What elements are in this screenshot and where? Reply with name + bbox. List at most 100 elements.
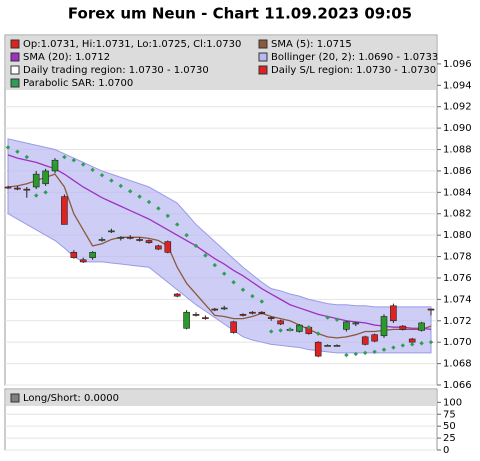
legend-swatch [258,52,268,62]
candle-body [408,338,416,343]
candle-body [32,173,40,188]
sar-dot [381,347,387,352]
candle-body [192,314,200,316]
legend-label: Op:1.0731, Hi:1.0731, Lo:1.0725, Cl:1.07… [23,39,241,50]
candle-body [380,316,388,337]
candle-body [173,293,181,297]
legend-swatch [10,393,20,403]
sar-dot [24,154,29,160]
legend-label: SMA (5): 1.0715 [271,39,352,50]
y-tick-label: 1.086 [443,166,472,177]
sar-dot [334,317,340,322]
candle-body [220,307,228,310]
sar-dot [231,280,236,285]
sar-dot [165,213,170,219]
candle-body [352,322,360,325]
candle-body [211,308,219,311]
y-tick-label: 1.066 [443,380,472,391]
sar-dot [118,183,123,189]
chart-title: Forex um Neun - Chart 11.09.2023 09:05 [68,5,412,23]
candle-body [258,311,266,314]
legend-label: Daily trading region: 1.0730 - 1.0730 [23,65,209,76]
legend-swatch [10,78,20,88]
y-tick-label: 1.094 [443,80,472,91]
sar-dot [109,178,114,183]
sar-dot [363,350,368,356]
sar-dot [306,325,311,330]
y-tick-label: 100 [443,397,462,408]
sar-dot [99,173,105,178]
y-tick-label: 1.076 [443,273,472,284]
y-tick-label: 50 [443,421,456,432]
candle-body [108,230,115,233]
sar-dot [203,253,208,258]
legend-label: SMA (20): 1.0712 [23,52,110,63]
sar-dot [71,158,76,163]
y-tick-label: 1.092 [443,102,472,113]
candle-body [343,321,350,330]
sar-dot [137,194,142,199]
candle-body [79,259,87,263]
candle-body [427,308,435,311]
candle-body [371,334,378,342]
candle-body [239,314,247,316]
legend-box [6,36,436,90]
sar-dot [52,160,58,165]
legend-box [6,390,436,406]
line [7,173,432,339]
candle-body [230,321,237,333]
candle-body [324,345,331,347]
line [7,154,432,330]
legend-swatch [10,65,20,75]
sar-dot [325,315,330,320]
sar-dot [81,162,86,167]
y-tick-label: 1.090 [443,123,472,134]
sar-dot [419,341,424,346]
plot-layer [4,138,435,358]
candle-body [418,322,425,331]
sar-dot [34,193,39,198]
sar-dot [372,349,377,355]
sar-dot [344,352,349,358]
candle-body [61,196,68,225]
candle-body [155,245,162,250]
y-tick-label: 1.084 [443,187,472,198]
sar-dot [62,154,67,160]
sar-dot [193,243,199,249]
y-tick-label: 1.074 [443,294,472,305]
candle-body [277,320,284,325]
candle-body [136,239,143,241]
bollinger-band [7,138,432,354]
sar-dot [259,299,264,304]
candle-body [14,187,21,190]
candle-body [117,236,125,239]
legend-label: Long/Short: 0.0000 [23,393,119,404]
candle-body [126,236,134,239]
y-tick-label: 25 [443,433,456,444]
sar-dot [222,271,227,276]
candle-body [202,317,209,319]
sar-dot [240,287,246,292]
y-tick-label: 1.068 [443,359,472,370]
candle-body [164,241,172,253]
candle-body [70,251,78,258]
sar-dot [90,167,95,173]
legend-swatch [258,65,268,75]
y-tick-label: 1.070 [443,337,472,348]
candle-body [314,341,322,357]
sar-dot [391,345,396,350]
candle-body [42,170,49,185]
sar-dot [297,326,302,331]
legend-swatch [10,39,20,49]
candle-body [390,305,397,322]
candle-body [399,325,407,330]
sar-dot [278,328,283,333]
legend-swatch [258,39,268,49]
sar-dot [15,149,20,154]
legend-label: Parabolic SAR: 1.0700 [23,78,133,89]
candle-body [89,251,96,258]
candle-body [249,311,256,314]
y-tick-label: 1.072 [443,316,472,327]
sar-dot [316,331,321,336]
